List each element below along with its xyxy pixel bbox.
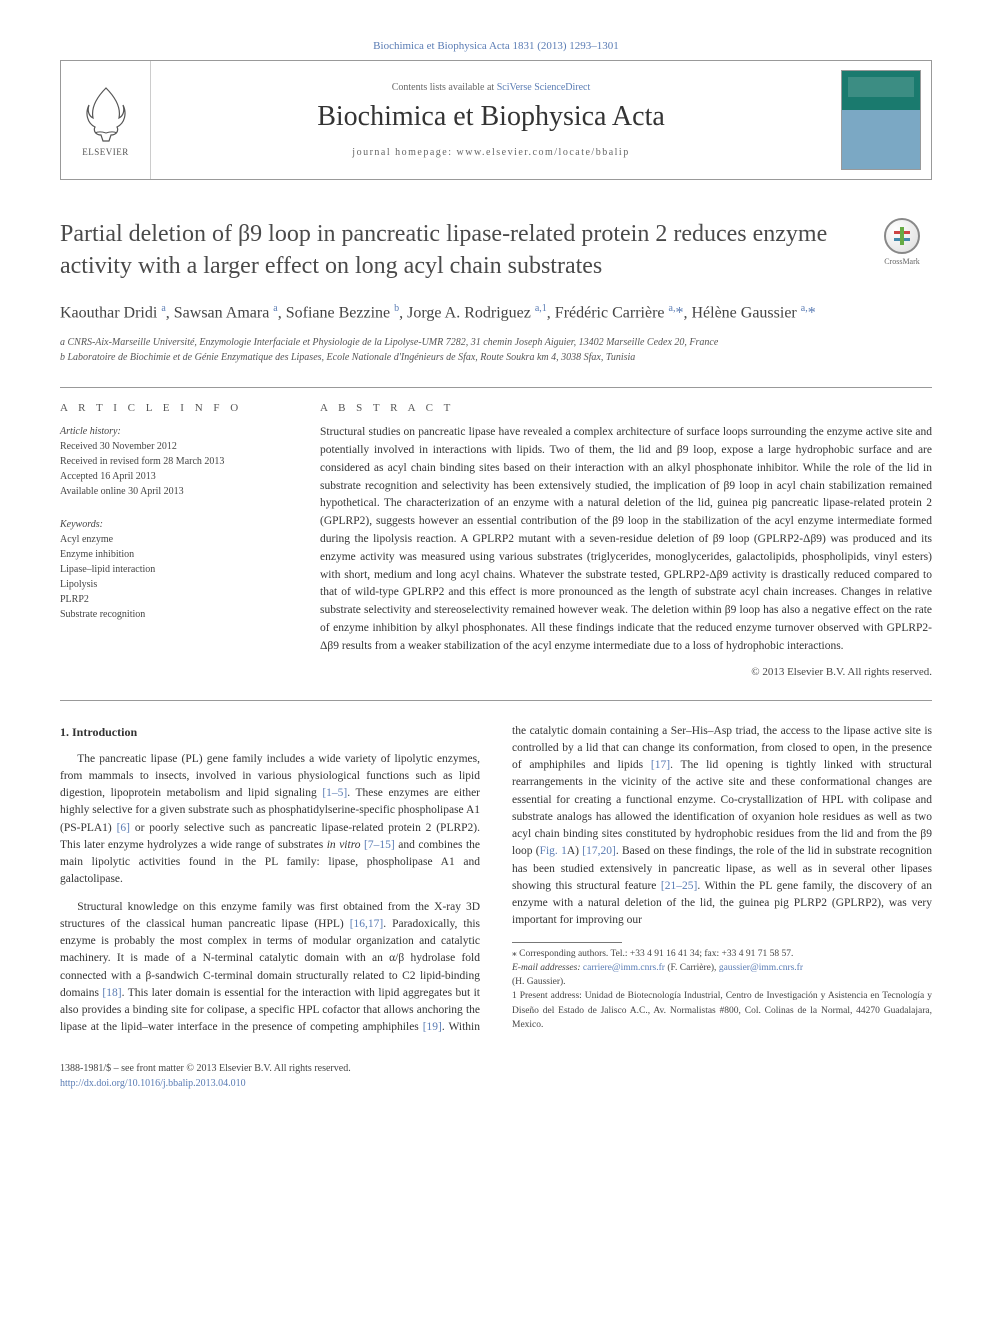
contents-pre: Contents lists available at — [392, 82, 497, 93]
email-who: (F. Carrière), — [665, 963, 719, 973]
page-footer: 1388-1981/$ – see front matter © 2013 El… — [60, 1061, 932, 1091]
keywords-head: Keywords: — [60, 517, 280, 532]
corr-authors-line: ⁎ Corresponding authors. Tel.: +33 4 91 … — [512, 947, 932, 961]
keyword: Acyl enzyme — [60, 532, 280, 547]
article-history: Article history: Received 30 November 20… — [60, 424, 280, 499]
crossmark-label: CrossMark — [872, 257, 932, 266]
issn-line: 1388-1981/$ – see front matter © 2013 El… — [60, 1061, 932, 1076]
keyword: Substrate recognition — [60, 607, 280, 622]
journal-header: ELSEVIER Contents lists available at Sci… — [60, 60, 932, 180]
affiliation-a: a CNRS-Aix-Marseille Université, Enzymol… — [60, 335, 932, 350]
journal-reference: Biochimica et Biophysica Acta 1831 (2013… — [60, 40, 932, 52]
email-label: E-mail addresses: — [512, 963, 583, 973]
divider — [60, 387, 932, 388]
keyword: PLRP2 — [60, 592, 280, 607]
corresponding-footnote: ⁎ Corresponding authors. Tel.: +33 4 91 … — [512, 942, 932, 1033]
history-item: Available online 30 April 2013 — [60, 484, 280, 499]
article-title: Partial deletion of β9 loop in pancreati… — [60, 218, 852, 283]
keyword: Lipase–lipid interaction — [60, 562, 280, 577]
keyword: Lipolysis — [60, 577, 280, 592]
elsevier-logo: ELSEVIER — [61, 61, 151, 179]
journal-title: Biochimica et Biophysica Acta — [161, 101, 821, 133]
history-item: Accepted 16 April 2013 — [60, 469, 280, 484]
affiliation-b: b Laboratoire de Biochimie et de Génie E… — [60, 350, 932, 365]
contents-available-line: Contents lists available at SciVerse Sci… — [161, 82, 821, 93]
article-info-label: A R T I C L E I N F O — [60, 402, 280, 414]
email-who-2: (H. Gaussier). — [512, 975, 932, 989]
keyword: Enzyme inhibition — [60, 547, 280, 562]
journal-cover-thumbnail — [841, 70, 921, 170]
history-item: Received in revised form 28 March 2013 — [60, 454, 280, 469]
homepage-link[interactable]: www.elsevier.com/locate/bbalip — [457, 147, 630, 158]
divider — [60, 700, 932, 701]
abstract-copyright: © 2013 Elsevier B.V. All rights reserved… — [320, 666, 932, 678]
journal-homepage-line: journal homepage: www.elsevier.com/locat… — [161, 147, 821, 158]
sciencedirect-link[interactable]: SciVerse ScienceDirect — [497, 82, 591, 93]
crossmark-icon — [884, 218, 920, 254]
author-list: Kaouthar Dridi a, Sawsan Amara a, Sofian… — [60, 301, 932, 325]
history-head: Article history: — [60, 424, 280, 439]
email-line: E-mail addresses: carriere@imm.cnrs.fr (… — [512, 961, 932, 975]
crossmark-badge[interactable]: CrossMark — [872, 218, 932, 266]
homepage-pre: journal homepage: — [352, 147, 456, 158]
elsevier-text: ELSEVIER — [82, 147, 129, 157]
doi-link[interactable]: http://dx.doi.org/10.1016/j.bbalip.2013.… — [60, 1078, 246, 1089]
introduction-heading: 1. Introduction — [60, 723, 480, 741]
abstract-label: A B S T R A C T — [320, 402, 932, 414]
present-address: 1 Present address: Unidad de Biotecnolog… — [512, 989, 932, 1032]
elsevier-tree-icon — [81, 83, 131, 143]
intro-paragraph: The pancreatic lipase (PL) gene family i… — [60, 751, 480, 889]
body-columns: 1. Introduction The pancreatic lipase (P… — [60, 723, 932, 1037]
affiliations: a CNRS-Aix-Marseille Université, Enzymol… — [60, 335, 932, 365]
abstract-text: Structural studies on pancreatic lipase … — [320, 424, 932, 656]
keywords-block: Keywords: Acyl enzyme Enzyme inhibition … — [60, 517, 280, 622]
history-item: Received 30 November 2012 — [60, 439, 280, 454]
email-link[interactable]: carriere@imm.cnrs.fr — [583, 963, 665, 973]
email-link[interactable]: gaussier@imm.cnrs.fr — [719, 963, 803, 973]
